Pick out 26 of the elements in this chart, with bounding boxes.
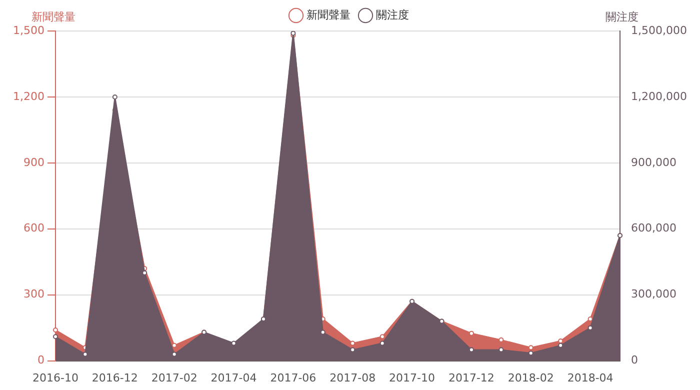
legend-label: 新聞聲量 — [306, 8, 350, 22]
x-tick-label: 2017-06 — [270, 371, 316, 384]
y2-tick-label: 900,000 — [631, 156, 677, 169]
x-tick-label: 2018-02 — [508, 371, 554, 384]
y-tick-label: 300 — [23, 288, 44, 301]
y-tick-label: 600 — [23, 222, 44, 235]
y-tick-label: 900 — [23, 156, 44, 169]
x-tick-label: 2016-10 — [32, 371, 78, 384]
x-tick-label: 2017-12 — [448, 371, 494, 384]
x-tick-label: 2017-08 — [330, 371, 376, 384]
x-tick-label: 2017-02 — [151, 371, 198, 384]
y-axis-title: 新聞聲量 — [31, 10, 76, 24]
y2-tick-label: 0 — [631, 354, 638, 367]
y2-tick-label: 1,500,000 — [631, 24, 687, 37]
y2-axis-title: 關注度 — [606, 10, 639, 24]
x-tick-label: 2016-12 — [92, 371, 138, 384]
x-tick-label: 2017-10 — [389, 371, 436, 384]
y-tick-label: 0 — [37, 354, 44, 367]
y2-tick-label: 600,000 — [631, 222, 677, 235]
y-tick-label: 1,500 — [12, 24, 44, 37]
legend-label: 關注度 — [376, 8, 409, 22]
y-tick-label: 1,200 — [12, 90, 44, 103]
y2-tick-label: 300,000 — [631, 288, 677, 301]
y2-tick-label: 1,200,000 — [631, 90, 687, 103]
x-tick-label: 2018-04 — [567, 371, 614, 384]
x-tick-label: 2017-04 — [210, 371, 257, 384]
